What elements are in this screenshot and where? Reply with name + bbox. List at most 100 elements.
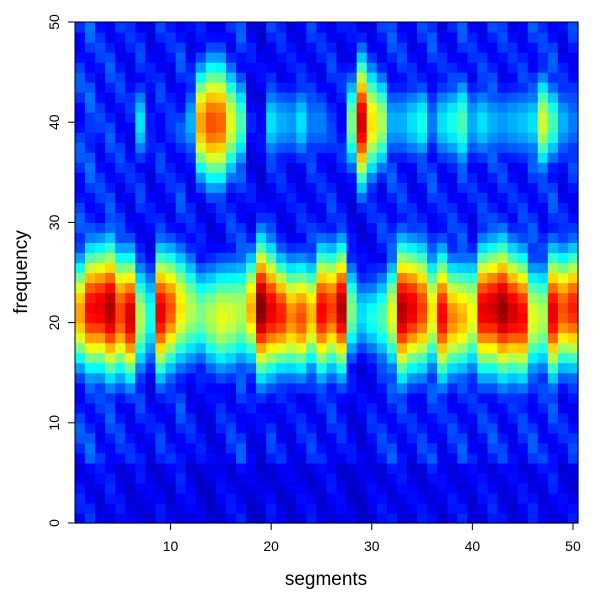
heatmap-cell	[266, 512, 277, 524]
heatmap-cell	[537, 112, 549, 123]
heatmap-cell	[75, 422, 86, 434]
heatmap-cell	[215, 332, 227, 344]
heatmap-cell	[346, 312, 358, 324]
heatmap-cell	[125, 232, 136, 244]
heatmap-cell	[105, 42, 116, 53]
heatmap-cell	[246, 212, 257, 223]
heatmap-cell	[125, 62, 136, 73]
heatmap-cell	[165, 512, 177, 524]
heatmap-cell	[376, 22, 388, 33]
heatmap-cell	[376, 92, 388, 103]
heatmap-cell	[85, 352, 96, 364]
heatmap-cell	[386, 252, 398, 264]
heatmap-cell	[296, 372, 307, 384]
heatmap-cell	[557, 102, 569, 113]
heatmap-cell	[235, 132, 247, 143]
heatmap-cell	[215, 242, 227, 254]
heatmap-cell	[195, 292, 207, 304]
heatmap-cell	[246, 202, 257, 213]
heatmap-cell	[215, 112, 227, 123]
heatmap-cell	[447, 242, 458, 254]
heatmap-cell	[296, 272, 307, 284]
heatmap-cell	[517, 382, 529, 394]
heatmap-cell	[326, 242, 338, 254]
heatmap-cell	[155, 112, 167, 123]
heatmap-cell	[417, 192, 428, 203]
heatmap-cell	[115, 92, 126, 103]
heatmap-cell	[276, 222, 287, 234]
heatmap-cell	[85, 452, 96, 464]
heatmap-cell	[105, 132, 116, 143]
heatmap-cell	[396, 302, 408, 314]
heatmap-cell	[115, 112, 126, 123]
heatmap-cell	[135, 242, 147, 254]
y-tick-label: 10	[46, 415, 62, 431]
heatmap-cell	[316, 472, 328, 484]
heatmap-cell	[205, 142, 217, 153]
heatmap-cell	[195, 432, 207, 444]
heatmap-cell	[477, 72, 489, 83]
heatmap-cell	[326, 272, 338, 284]
heatmap-cell	[396, 122, 408, 133]
heatmap-cell	[115, 292, 126, 304]
heatmap-cell	[286, 362, 297, 374]
heatmap-cell	[406, 132, 418, 143]
heatmap-cell	[406, 312, 418, 324]
heatmap-cell	[396, 342, 408, 354]
heatmap-cell	[396, 272, 408, 284]
heatmap-cell	[437, 362, 448, 374]
heatmap-cell	[306, 352, 318, 364]
heatmap-cell	[235, 422, 247, 434]
heatmap-cell	[316, 82, 328, 93]
heatmap-cell	[205, 262, 217, 274]
heatmap-cell	[557, 412, 569, 424]
heatmap-cell	[467, 192, 478, 203]
heatmap-cell	[346, 182, 358, 193]
heatmap-cell	[235, 142, 247, 153]
heatmap-cell	[175, 42, 187, 53]
heatmap-cell	[487, 502, 499, 514]
heatmap-cell	[85, 22, 96, 33]
heatmap-cell	[235, 502, 247, 514]
heatmap-cell	[417, 352, 428, 364]
heatmap-cell	[75, 102, 86, 113]
heatmap-cell	[396, 192, 408, 203]
heatmap-cell	[326, 442, 338, 454]
heatmap-cell	[125, 432, 136, 444]
heatmap-cell	[326, 192, 338, 203]
heatmap-cell	[175, 22, 187, 33]
heatmap-cell	[145, 292, 157, 304]
heatmap-cell	[417, 342, 428, 354]
heatmap-cell	[386, 232, 398, 244]
heatmap-cell	[336, 412, 348, 424]
heatmap-cell	[135, 452, 147, 464]
heatmap-cell	[427, 172, 438, 183]
heatmap-cell	[487, 452, 499, 464]
heatmap-cell	[437, 202, 448, 213]
heatmap-cell	[276, 62, 287, 73]
heatmap-cell	[477, 282, 489, 294]
heatmap-cell	[105, 352, 116, 364]
heatmap-cell	[567, 52, 579, 63]
heatmap-cell	[537, 392, 549, 404]
heatmap-cell	[165, 392, 177, 404]
heatmap-cell	[376, 372, 388, 384]
heatmap-cell	[417, 502, 428, 514]
heatmap-cell	[105, 212, 116, 223]
heatmap-cell	[256, 332, 267, 344]
heatmap-cell	[75, 182, 86, 193]
heatmap-cell	[326, 312, 338, 324]
heatmap-cell	[276, 442, 287, 454]
heatmap-cell	[467, 322, 478, 334]
heatmap-cell	[85, 202, 96, 213]
heatmap-cell	[135, 92, 147, 103]
heatmap-cell	[487, 432, 499, 444]
heatmap-cell	[266, 22, 277, 33]
heatmap-cell	[135, 282, 147, 294]
heatmap-cell	[497, 22, 509, 33]
heatmap-cell	[517, 52, 529, 63]
heatmap-cell	[195, 202, 207, 213]
heatmap-cell	[457, 352, 468, 364]
heatmap-cell	[246, 392, 257, 404]
